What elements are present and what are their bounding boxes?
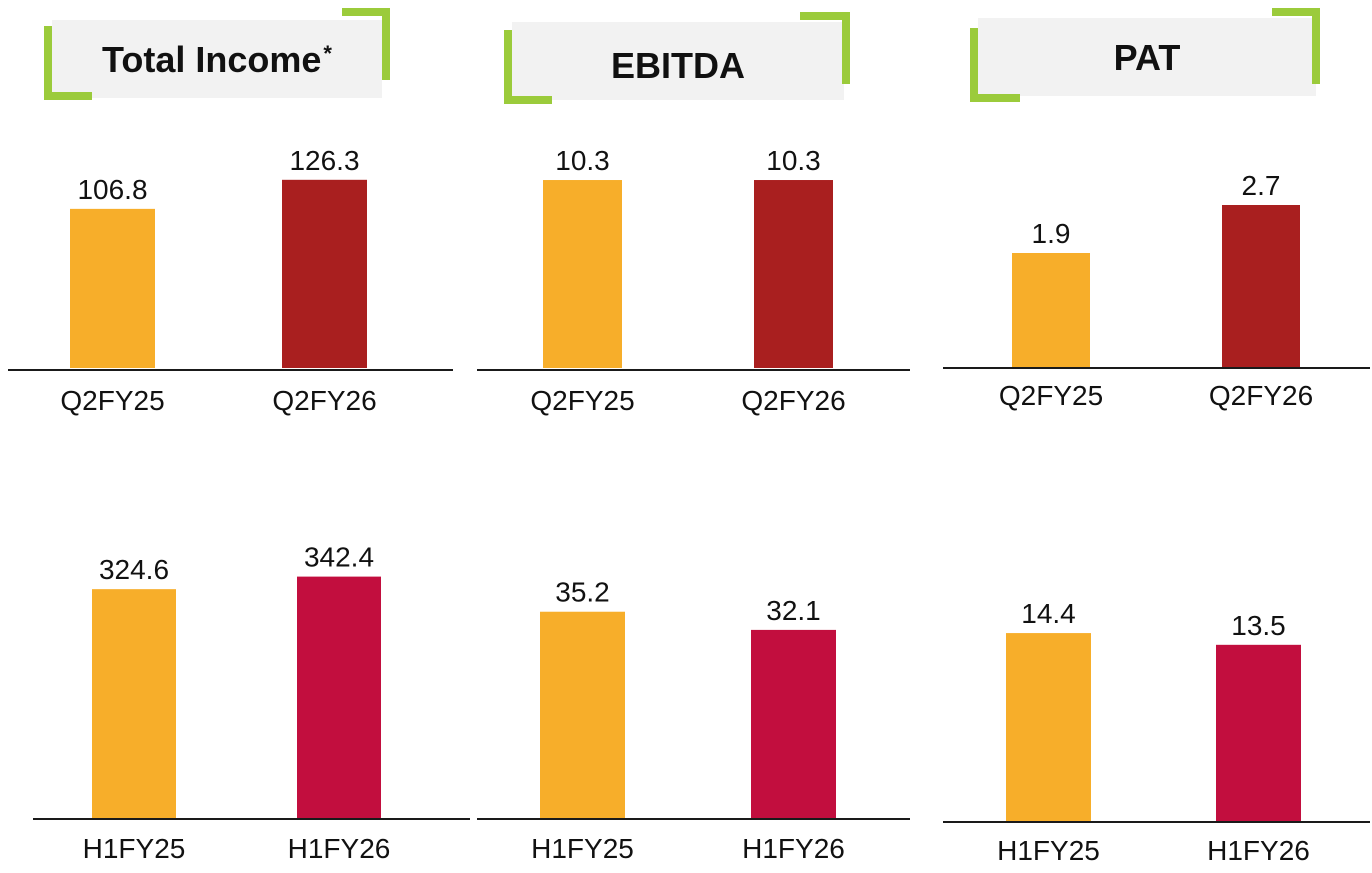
header-title: Total Income* [102, 39, 332, 80]
footnote-marker: * [323, 41, 332, 66]
header-background [52, 20, 382, 98]
category-label: H1FY26 [1207, 835, 1310, 866]
bracket-top [342, 8, 390, 16]
category-label: H1FY25 [997, 835, 1100, 866]
data-label: 1.9 [1032, 218, 1071, 249]
bracket-right [1312, 8, 1320, 84]
bar [1012, 253, 1090, 367]
bar [297, 576, 381, 818]
category-label: Q2FY26 [741, 385, 845, 416]
category-label: H1FY25 [83, 833, 186, 864]
data-label: 2.7 [1242, 170, 1281, 201]
category-label: Q2FY25 [999, 380, 1103, 411]
bracket-bottom [504, 96, 552, 104]
bar [1006, 633, 1091, 821]
header-background [512, 22, 844, 100]
bracket-top [1272, 8, 1320, 16]
chart-pat-half-year: 14.4 H1FY25 13.5 H1FY26 [943, 598, 1370, 866]
bar [754, 180, 833, 368]
bracket-left [504, 30, 512, 104]
category-label: H1FY26 [742, 833, 845, 864]
category-label: H1FY26 [288, 833, 391, 864]
bracket-top [800, 12, 848, 20]
category-label: Q2FY25 [60, 385, 164, 416]
data-label: 14.4 [1021, 598, 1076, 629]
bracket-bottom [970, 94, 1020, 102]
bar [751, 629, 836, 818]
data-label: 10.3 [766, 145, 821, 176]
category-label: Q2FY25 [530, 385, 634, 416]
chart-ebitda-quarter: 10.3 Q2FY25 10.3 Q2FY26 [477, 145, 910, 416]
header-title: EBITDA [611, 45, 745, 86]
bar [70, 208, 155, 368]
bracket-left [970, 28, 978, 102]
data-label: 106.8 [77, 174, 147, 205]
chart-ebitda-half-year: 35.2 H1FY25 32.1 H1FY26 [477, 577, 910, 864]
bar [540, 611, 625, 818]
bracket-right [842, 12, 850, 84]
data-label: 10.3 [555, 145, 610, 176]
data-label: 32.1 [766, 595, 821, 626]
bar [1216, 644, 1301, 821]
bar [92, 589, 176, 818]
header-title: PAT [1113, 37, 1181, 78]
data-label: 324.6 [99, 554, 169, 585]
category-label: Q2FY26 [1209, 380, 1313, 411]
bar [282, 179, 367, 368]
bracket-left [44, 26, 52, 100]
bracket-right [382, 8, 390, 80]
data-label: 13.5 [1231, 610, 1286, 641]
chart-total-income-half-year: 324.6 H1FY25 342.4 H1FY26 [33, 542, 470, 864]
bracket-bottom [44, 92, 92, 100]
data-label: 35.2 [555, 577, 610, 608]
category-label: H1FY25 [531, 833, 634, 864]
header-background [978, 18, 1316, 96]
bar [543, 180, 622, 368]
bar [1222, 205, 1300, 367]
chart-total-income-quarter: 106.8 Q2FY25 126.3 Q2FY26 [8, 145, 453, 416]
chart-pat-quarter: 1.9 Q2FY25 2.7 Q2FY26 [943, 170, 1370, 411]
data-label: 342.4 [304, 542, 374, 573]
category-label: Q2FY26 [272, 385, 376, 416]
data-label: 126.3 [289, 145, 359, 176]
